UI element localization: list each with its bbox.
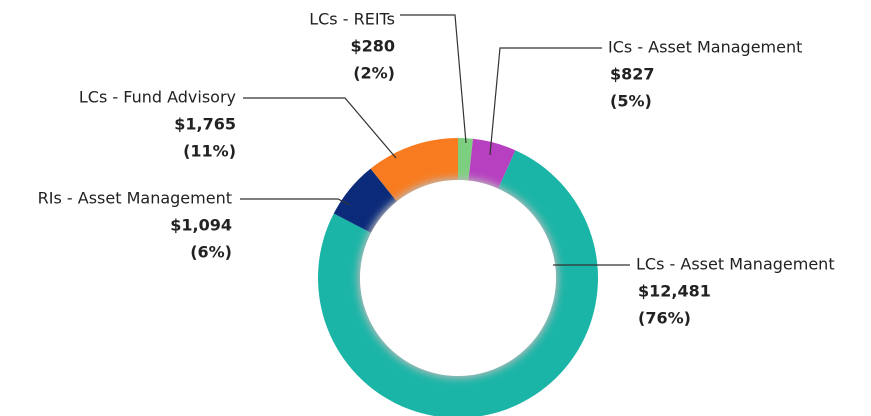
slice-label: LCs - Fund Advisory: [79, 88, 236, 107]
percent-label: (2%): [353, 64, 395, 83]
percent-label: (6%): [190, 243, 232, 262]
leader-line: [489, 47, 602, 156]
value-label: $1,765: [174, 115, 236, 134]
slice-label: LCs - Asset Management: [636, 255, 835, 274]
value-label: $12,481: [638, 282, 711, 301]
slice-label: RIs - Asset Management: [38, 189, 232, 208]
donut-slice: [468, 138, 516, 189]
percent-label: (11%): [183, 142, 236, 161]
donut-slice: [318, 150, 598, 416]
value-label: $1,094: [170, 216, 232, 235]
percent-label: (5%): [610, 92, 652, 111]
value-label: $280: [350, 37, 395, 56]
leader-line: [240, 198, 351, 206]
slice-label: LCs - REITs: [309, 10, 395, 29]
slice-label: ICs - Asset Management: [608, 38, 802, 57]
percent-label: (76%): [638, 309, 691, 328]
leader-line: [400, 14, 467, 144]
donut-slice: [458, 138, 473, 181]
donut-hole: [360, 180, 556, 376]
donut-slice: [370, 138, 458, 202]
leader-line: [243, 97, 397, 159]
value-label: $827: [610, 65, 655, 84]
